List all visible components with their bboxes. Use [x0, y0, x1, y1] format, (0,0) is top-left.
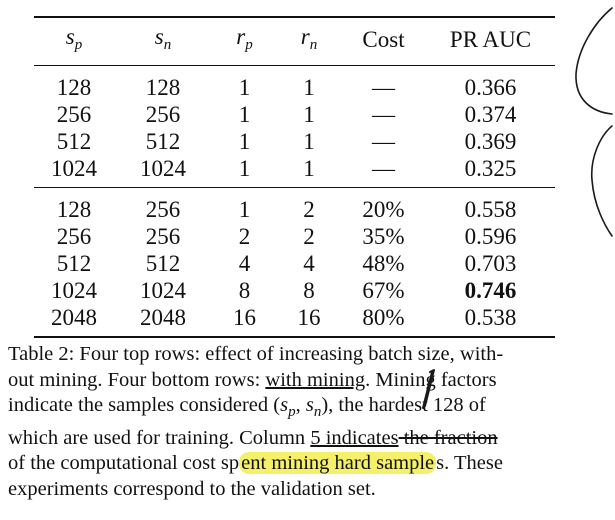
struck-the-fraction: the fraction	[398, 426, 498, 449]
table-row: 128 128 1 1 — 0.366	[34, 66, 555, 102]
cell-sn: 2048	[114, 304, 212, 338]
cell-rn: 2	[303, 223, 315, 249]
cell-sp: 128	[56, 74, 92, 100]
cell-rn: 1	[303, 74, 315, 100]
cell-pr-auc: 0.703	[464, 250, 517, 276]
caption-line-1: Table 2: Four top rows: effect of increa…	[8, 343, 504, 365]
cell-sn: 256	[114, 187, 212, 223]
cell-cost: 80%	[341, 304, 426, 338]
cell-cost: 67%	[362, 277, 405, 303]
cell-rp: 1	[238, 128, 251, 154]
cell-sn: 256	[145, 101, 181, 127]
caption-line-3: indicate the samples considered (sp, sn)…	[8, 394, 486, 420]
cell-pr-auc: 0.366	[464, 74, 517, 100]
cell-sn: 1024	[140, 277, 186, 303]
cell-rp: 8	[238, 277, 251, 303]
table-row: 512 512 1 1 — 0.369	[34, 128, 555, 155]
cell-rp: 2	[238, 223, 251, 249]
header-rn: rn	[300, 24, 318, 53]
cell-cost: 20%	[341, 187, 426, 223]
cell-sp: 2048	[34, 304, 114, 338]
cell-sp: 128	[34, 187, 114, 223]
cell-rn: 1	[303, 128, 315, 154]
table-row: 256 256 1 1 — 0.374	[34, 101, 555, 128]
cell-sp: 1024	[51, 155, 97, 181]
cell-rp: 1	[238, 155, 251, 181]
cell-rp: 1	[212, 187, 277, 223]
cell-pr-auc: 0.325	[464, 155, 517, 181]
cell-rp: 1	[238, 101, 251, 127]
highlighted-phrase: ent mining hard sample	[239, 452, 437, 474]
cell-sn: 512	[145, 128, 181, 154]
table-row: 128 256 1 2 20% 0.558	[34, 187, 555, 223]
margin-curve-upper	[575, 7, 613, 115]
cell-rn: 2	[277, 187, 341, 223]
table-row: 1024 1024 8 8 67% 0.746	[34, 277, 555, 304]
results-table: sp sn rp rn Cost PR AUC 128 128 1 1—0.366 25…	[34, 16, 555, 338]
cell-rn: 1	[303, 101, 315, 127]
cell-sp: 256	[56, 223, 92, 249]
header-sp: sp	[65, 24, 83, 53]
cell-sn: 128	[145, 74, 181, 100]
table-row: 512 512 4 4 48% 0.703	[34, 250, 555, 277]
underlined-5-indicates: 5 indicates	[310, 426, 399, 449]
table-caption: Table 2: Four top rows: effect of increa…	[8, 342, 608, 502]
cell-rp: 4	[238, 250, 251, 276]
table-row: 1024 1024 1 1 — 0.325	[34, 155, 555, 188]
cell-sp: 1024	[51, 277, 97, 303]
cell-cost: 35%	[362, 223, 405, 249]
cell-sp: 512	[56, 250, 92, 276]
header-pr-auc: PR AUC	[449, 26, 532, 52]
cell-sn: 256	[145, 223, 181, 249]
cell-rp: 1	[238, 74, 251, 100]
header-cost: Cost	[362, 26, 405, 52]
cell-sn: 512	[145, 250, 181, 276]
underlined-with-mining: with mining	[265, 368, 366, 391]
cell-pr-auc: 0.746	[464, 277, 517, 303]
table-body: 128 128 1 1—0.366 256 256 1 1—0.374 512 512 1 1—0.3…	[34, 66, 555, 338]
margin-curve-lower	[590, 125, 613, 237]
cell-cost: 48%	[362, 250, 405, 276]
cell-pr-auc: 0.369	[464, 128, 517, 154]
caption-line-6: experiments correspond to the validation…	[8, 477, 376, 500]
cell-sp: 512	[56, 128, 92, 154]
header-sn: sn	[154, 24, 172, 53]
cell-cost: —	[372, 128, 395, 154]
cell-sn: 1024	[140, 155, 186, 181]
cell-pr-auc: 0.538	[426, 304, 555, 338]
caption-line-5: of the computational cost spent mining h…	[8, 452, 503, 474]
cell-cost: —	[372, 155, 395, 181]
table-row: 256 256 2 2 35% 0.596	[34, 223, 555, 250]
cell-sp: 256	[56, 101, 92, 127]
cell-cost: —	[372, 74, 395, 100]
cell-rp: 16	[212, 304, 277, 338]
caption-line-4: which are used for training. Column 5 in…	[8, 426, 498, 449]
cell-pr-auc: 0.558	[426, 187, 555, 223]
cell-rn: 1	[303, 155, 315, 181]
cell-pr-auc: 0.374	[464, 101, 517, 127]
cell-cost: —	[372, 101, 395, 127]
cell-rn: 4	[303, 250, 315, 276]
table-header-row: sp sn rp rn Cost PR AUC	[34, 17, 555, 66]
caption-line-2: out mining. Four bottom rows: with minin…	[8, 368, 497, 391]
header-rp: rp	[236, 24, 253, 53]
cell-rn: 8	[303, 277, 315, 303]
table-row: 2048 2048 16 16 80% 0.538	[34, 304, 555, 338]
cell-rn: 16	[277, 304, 341, 338]
cell-pr-auc: 0.596	[464, 223, 517, 249]
